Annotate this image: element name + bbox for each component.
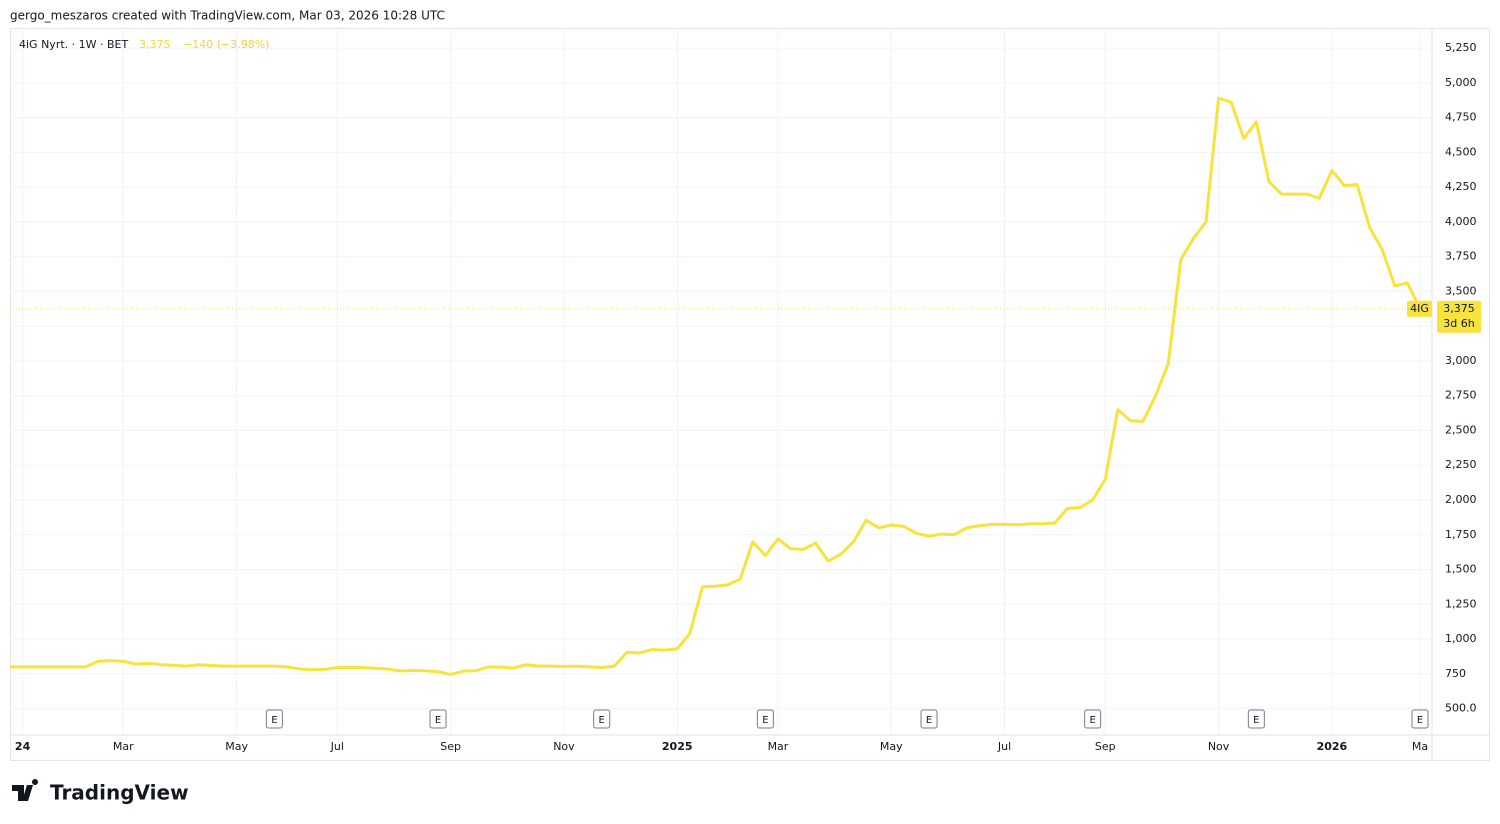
x-tick-label: Mar (113, 740, 134, 753)
price-tag (1437, 300, 1481, 333)
event-marker (1084, 709, 1102, 729)
countdown-label: 3d 6h (1443, 317, 1474, 330)
y-tick-label: 2,250 (1445, 458, 1477, 471)
x-tick-label: Jul (330, 740, 344, 753)
x-tick-label: May (880, 740, 903, 753)
y-tick-label: 3,500 (1445, 284, 1477, 297)
y-tick-label: 2,500 (1445, 423, 1477, 436)
symbol-tag-label: 4IG (1410, 302, 1429, 315)
x-tick-label: May (225, 740, 248, 753)
x-tick-label: Mar (768, 740, 789, 753)
event-label: E (1253, 715, 1259, 726)
event-marker (1411, 709, 1429, 729)
frame (10, 28, 1490, 761)
y-tick-label: 5,000 (1445, 76, 1477, 89)
event-label: E (1090, 715, 1096, 726)
event-label: E (271, 715, 277, 726)
y-tick-label: 5,250 (1445, 41, 1477, 54)
event-marker (429, 709, 447, 729)
y-tick-label: 1,500 (1445, 563, 1477, 576)
brand: TradingView (50, 781, 189, 805)
legend-symbol: 4iG Nyrt. · 1W · BET (19, 38, 128, 51)
logo: TradingView (12, 779, 189, 805)
y-tick-label: 750 (1445, 667, 1466, 680)
y-tick-label: 3,000 (1445, 354, 1477, 367)
x-tick-label: Nov (1208, 740, 1230, 753)
event-marker (920, 709, 938, 729)
x-tick-label: Ma (1412, 740, 1428, 753)
y-tick-label: 2,000 (1445, 493, 1477, 506)
y-tick-label: 1,250 (1445, 597, 1477, 610)
legend-change: −140 (−3.98%) (183, 38, 269, 51)
y-tick-label: 3,750 (1445, 250, 1477, 263)
credit: gergo_meszaros created with TradingView.… (10, 9, 445, 23)
price-line-series (10, 96, 1422, 677)
y-tick-label: 1,750 (1445, 528, 1477, 541)
x-tick-label: Jul (997, 740, 1011, 753)
x-tick-label: 24 (15, 740, 31, 753)
event-marker (756, 709, 774, 729)
event-label: E (762, 715, 768, 726)
event-label: E (926, 715, 932, 726)
event-label: E (599, 715, 605, 726)
y-tick-label: 500.0 (1445, 702, 1477, 715)
price-tag-label: 3,375 (1443, 302, 1475, 315)
y-tick-label: 1,000 (1445, 632, 1477, 645)
symbol-tag (1407, 300, 1432, 317)
legend-last: 3,375 (139, 38, 171, 51)
y-tick-label: 4,750 (1445, 111, 1477, 124)
event-label: E (1417, 715, 1423, 726)
x-tick-label: Sep (1095, 740, 1116, 753)
y-tick-label: 4,000 (1445, 215, 1477, 228)
logo-icon (12, 779, 39, 801)
y-tick-label: 2,750 (1445, 389, 1477, 402)
x-tick-label: Nov (553, 740, 575, 753)
y-tick-label: 4,500 (1445, 145, 1477, 158)
event-marker (593, 709, 611, 729)
event-marker (265, 709, 283, 729)
x-tick-label: Sep (440, 740, 461, 753)
x-tick-label: 2026 (1317, 740, 1348, 753)
x-tick-label: 2025 (662, 740, 693, 753)
event-label: E (435, 715, 441, 726)
y-tick-label: 4,250 (1445, 180, 1477, 193)
event-marker (1247, 709, 1265, 729)
